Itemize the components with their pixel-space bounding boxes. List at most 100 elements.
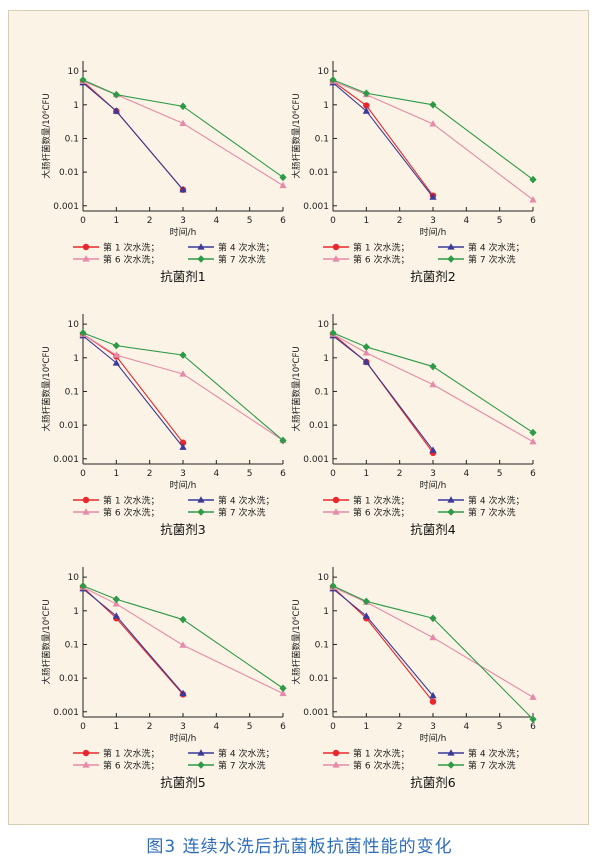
chart-panel-6: 0 1 2 3 4 5 6 0.001 0.01 0.1 1 10 时间/h 大肠杆菌数量/10⁶CFU 第… [291,567,537,790]
chart-panel-3: 0 1 2 3 4 5 6 0.001 0.01 0.1 1 10 时间/h 大肠杆菌数量/10⁶CFU 第… [41,314,287,537]
chart-title: 抗菌剂3 [160,522,205,537]
x-tick-label: 3 [180,469,186,479]
series-4-point [179,615,187,624]
x-tick-label: 3 [430,216,436,226]
x-tick-label: 4 [463,469,469,479]
series-4-point [279,684,287,693]
legend-label: 第 1 次水洗； [103,748,159,760]
legend-label: 第 4 次水洗； [218,748,274,760]
x-axis-label: 时间/h [170,732,197,744]
legend-label: 第 7 次水洗 [468,760,515,772]
series-2-point [429,193,437,200]
series-line-4 [332,79,534,181]
charts-canvas: 0 1 2 3 4 5 60.0010.010.1110时间/h大肠杆菌数量/10⁶CFU第… [41,61,537,790]
x-axis-label: 时间/h [170,226,197,238]
y-tick-label: 1 [73,607,79,617]
figure-caption: 图3 连续水洗后抗菌板抗菌性能的变化 [146,837,453,857]
series-line-2 [332,82,434,198]
y-tick-label: 1 [73,101,79,111]
y-tick-label: 0.01 [309,421,329,431]
series-3-point [112,351,120,358]
legend-marker [197,761,205,769]
x-tick-label: 6 [530,216,536,226]
x-tick-label: 0 [330,722,336,732]
y-tick-label: 0.1 [315,640,329,650]
legend-marker [447,761,455,769]
x-tick-label: 3 [180,722,186,732]
chart-title: 抗菌剂4 [410,522,456,537]
x-tick-label: 3 [430,722,436,732]
series-3-point [112,600,120,607]
series-line-4 [82,79,284,178]
legend-label: 第 7 次水洗 [218,254,265,266]
series-line-1 [332,586,434,702]
series-4-point [112,341,120,350]
legend-label: 第 4 次水洗； [218,495,274,507]
x-tick-label: 1 [363,216,369,226]
x-tick-label: 0 [330,469,336,479]
y-tick-label: 0.1 [315,134,329,144]
y-axis-label: 大肠杆菌数量/10⁶CFU [291,93,302,178]
y-tick-label: 0.001 [303,455,329,465]
y-axis-label: 大肠杆菌数量/10⁶CFU [291,599,302,684]
series-line-3 [332,333,534,443]
y-tick-label: 10 [68,320,80,330]
y-tick-label: 10 [318,320,330,330]
series-line-4 [332,585,534,720]
series-4-point [279,173,287,182]
legend-marker [82,749,90,757]
series-3-point [429,380,437,388]
x-tick-label: 2 [147,722,153,732]
x-tick-label: 1 [113,469,119,479]
legend-label: 第 4 次水洗； [468,748,524,760]
y-tick-label: 10 [318,573,330,583]
series-2-point [179,443,187,450]
legend-marker [332,255,340,262]
legend-marker [197,243,205,250]
x-tick-label: 3 [430,469,436,479]
series-2-point [429,691,437,699]
y-tick-label: 0.01 [59,674,79,684]
series-2-point [179,185,187,193]
legend-marker [447,496,455,503]
chart-title: 抗菌剂2 [410,269,455,284]
x-tick-label: 2 [397,216,403,226]
x-tick-label: 4 [463,722,469,732]
legend-label: 第 6 次水洗； [353,254,409,266]
series-4-point [529,428,537,437]
x-tick-label: 0 [80,216,86,226]
legend-label: 第 4 次水洗； [468,495,524,507]
x-axis-label: 时间/h [420,732,447,744]
series-3-point [279,181,287,189]
series-line-3 [82,80,284,186]
y-axis-label: 大肠杆菌数量/10⁶CFU [41,93,52,178]
y-tick-label: 0.01 [309,674,329,684]
legend-marker [82,508,90,515]
y-tick-label: 0.001 [303,202,329,212]
series-line-1 [82,586,184,695]
y-tick-label: 1 [323,354,329,364]
chart-panel-5: 0 1 2 3 4 5 6 0.001 0.01 0.1 1 10 时间/h 大肠杆菌数量/10⁶CFU 第… [41,567,287,790]
series-4-point [329,329,337,337]
series-2-point [429,446,437,453]
chart-panel-2: 0 1 2 3 4 5 6 0.001 0.01 0.1 1 10 时间/h 大肠杆菌数量/10⁶CFU 第… [291,61,537,284]
x-tick-label: 1 [363,722,369,732]
x-tick-label: 4 [463,216,469,226]
legend-label: 第 7 次水洗 [218,760,265,772]
series-3-point [279,689,287,697]
legend-marker [197,496,205,503]
legend-label: 第 1 次水洗； [353,748,409,760]
x-tick-label: 1 [363,469,369,479]
y-tick-label: 10 [68,573,80,583]
series-4-point [429,100,437,109]
series-1-point [363,102,370,109]
x-tick-label: 6 [280,469,286,479]
legend-label: 第 7 次水洗 [468,254,515,266]
series-3-point [529,437,537,445]
y-axis-label: 大肠杆菌数量/10⁶CFU [41,599,52,684]
legend-label: 第 6 次水洗； [103,760,159,772]
series-line-4 [82,585,284,689]
legend-label: 第 4 次水洗； [468,242,524,254]
legend-marker [447,243,455,250]
series-line-2 [332,588,434,697]
